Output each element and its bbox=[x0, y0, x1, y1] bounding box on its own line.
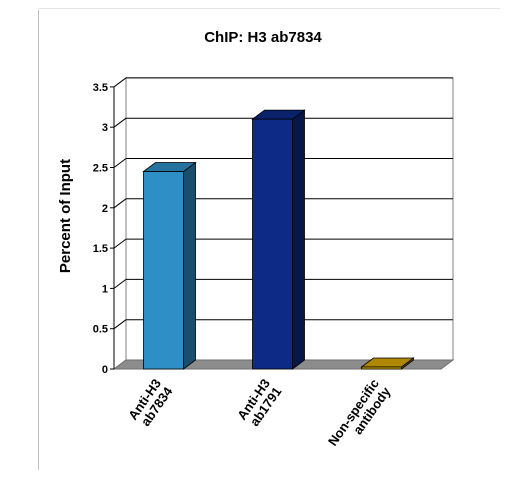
gridline-diag bbox=[113, 77, 127, 88]
bar-group bbox=[142, 161, 197, 370]
bar bbox=[361, 366, 402, 370]
bar-group bbox=[360, 357, 415, 370]
chart-title: ChIP: H3 ab7834 bbox=[204, 29, 322, 46]
bars bbox=[142, 109, 415, 370]
y-tick-label: 3.5 bbox=[93, 82, 108, 94]
gridline-diag bbox=[113, 319, 127, 330]
gridline-diag bbox=[113, 158, 127, 168]
y-tick-label: 2 bbox=[102, 203, 108, 215]
y-axis-label: Percent of Input bbox=[57, 159, 74, 273]
bar bbox=[143, 171, 184, 370]
y-tick-labels: 0 0.5 1 1.5 2 2.5 3 3.5 bbox=[93, 82, 108, 376]
y-tick-label: 0 bbox=[102, 364, 108, 376]
gridline-diag bbox=[113, 117, 127, 128]
y-tick-label: 3 bbox=[102, 122, 108, 134]
gridline-diag bbox=[113, 278, 127, 289]
bar bbox=[252, 118, 293, 370]
x-tick-labels: Anti-H3ab7834 Anti-H3ab1791 Non-specifican… bbox=[125, 375, 394, 456]
bar-side bbox=[183, 161, 196, 370]
gridline-diag bbox=[113, 238, 127, 249]
y-tick-label: 1 bbox=[102, 283, 108, 295]
y-axis bbox=[110, 86, 115, 370]
gridline-diag bbox=[113, 198, 127, 209]
plot-left-wall bbox=[113, 76, 127, 370]
y-tick-label: 0.5 bbox=[93, 324, 108, 336]
bar-side bbox=[292, 109, 305, 370]
y-tick-label: 1.5 bbox=[93, 243, 108, 255]
x-tick-label: Anti-H3ab7834 bbox=[125, 375, 176, 430]
bar-group bbox=[251, 109, 306, 370]
x-tick-label: Anti-H3ab1791 bbox=[234, 376, 284, 430]
x-tick-label: Non-specificantibody bbox=[325, 375, 394, 456]
y-tick-label: 2.5 bbox=[93, 163, 108, 175]
